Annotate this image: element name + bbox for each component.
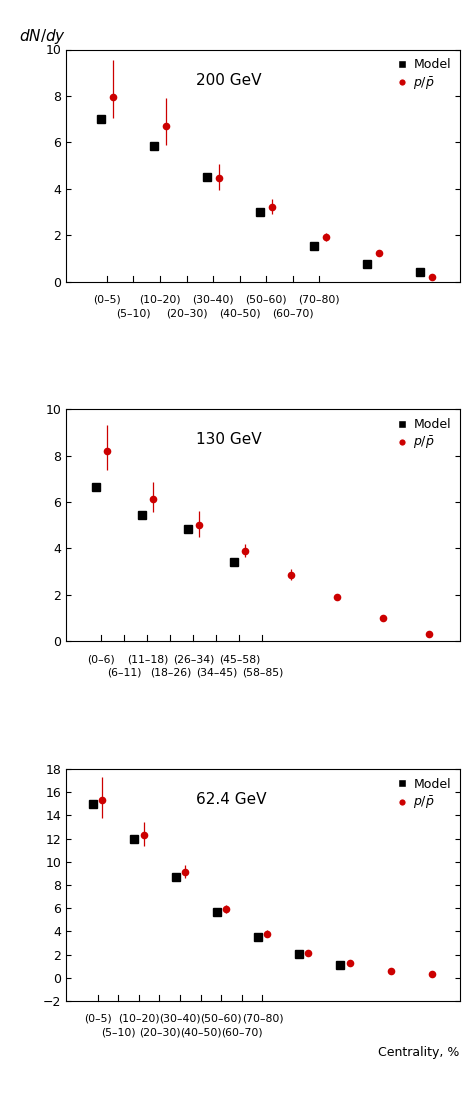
Text: (60–70): (60–70) [221,1027,263,1037]
Text: 62.4 GeV: 62.4 GeV [196,792,267,807]
Text: Centrality, %: Centrality, % [378,1046,460,1059]
Text: (30–40): (30–40) [159,1014,201,1024]
Text: 200 GeV: 200 GeV [196,73,262,88]
Text: (5–10): (5–10) [101,1027,136,1037]
Text: (5–10): (5–10) [116,308,151,318]
Text: (26–34): (26–34) [173,654,214,664]
Text: (20–30): (20–30) [166,308,207,318]
Text: (30–40): (30–40) [192,295,234,305]
Text: (6–11): (6–11) [107,668,142,678]
Legend: Model, $p/\bar{p}$: Model, $p/\bar{p}$ [395,776,454,813]
Text: (40–50): (40–50) [180,1027,221,1037]
Text: (70–80): (70–80) [242,1014,283,1024]
Text: (0–6): (0–6) [88,654,115,664]
Text: (58–85): (58–85) [242,668,283,678]
Text: (34–45): (34–45) [196,668,237,678]
Legend: Model, $p/\bar{p}$: Model, $p/\bar{p}$ [395,56,454,94]
Text: (18–26): (18–26) [150,668,191,678]
Text: (11–18): (11–18) [127,654,168,664]
Text: (50–60): (50–60) [201,1014,242,1024]
Text: (40–50): (40–50) [219,308,261,318]
Text: (45–58): (45–58) [219,654,260,664]
Text: 130 GeV: 130 GeV [196,432,262,448]
Text: (60–70): (60–70) [272,308,314,318]
Text: (50–60): (50–60) [246,295,287,305]
Text: (0–5): (0–5) [84,1014,111,1024]
Text: (10–20): (10–20) [139,295,181,305]
Text: (0–5): (0–5) [93,295,121,305]
Text: (70–80): (70–80) [299,295,340,305]
Text: (20–30): (20–30) [139,1027,180,1037]
Text: (10–20): (10–20) [118,1014,160,1024]
Legend: Model, $p/\bar{p}$: Model, $p/\bar{p}$ [395,416,454,453]
Text: $dN/dy$: $dN/dy$ [19,28,66,46]
